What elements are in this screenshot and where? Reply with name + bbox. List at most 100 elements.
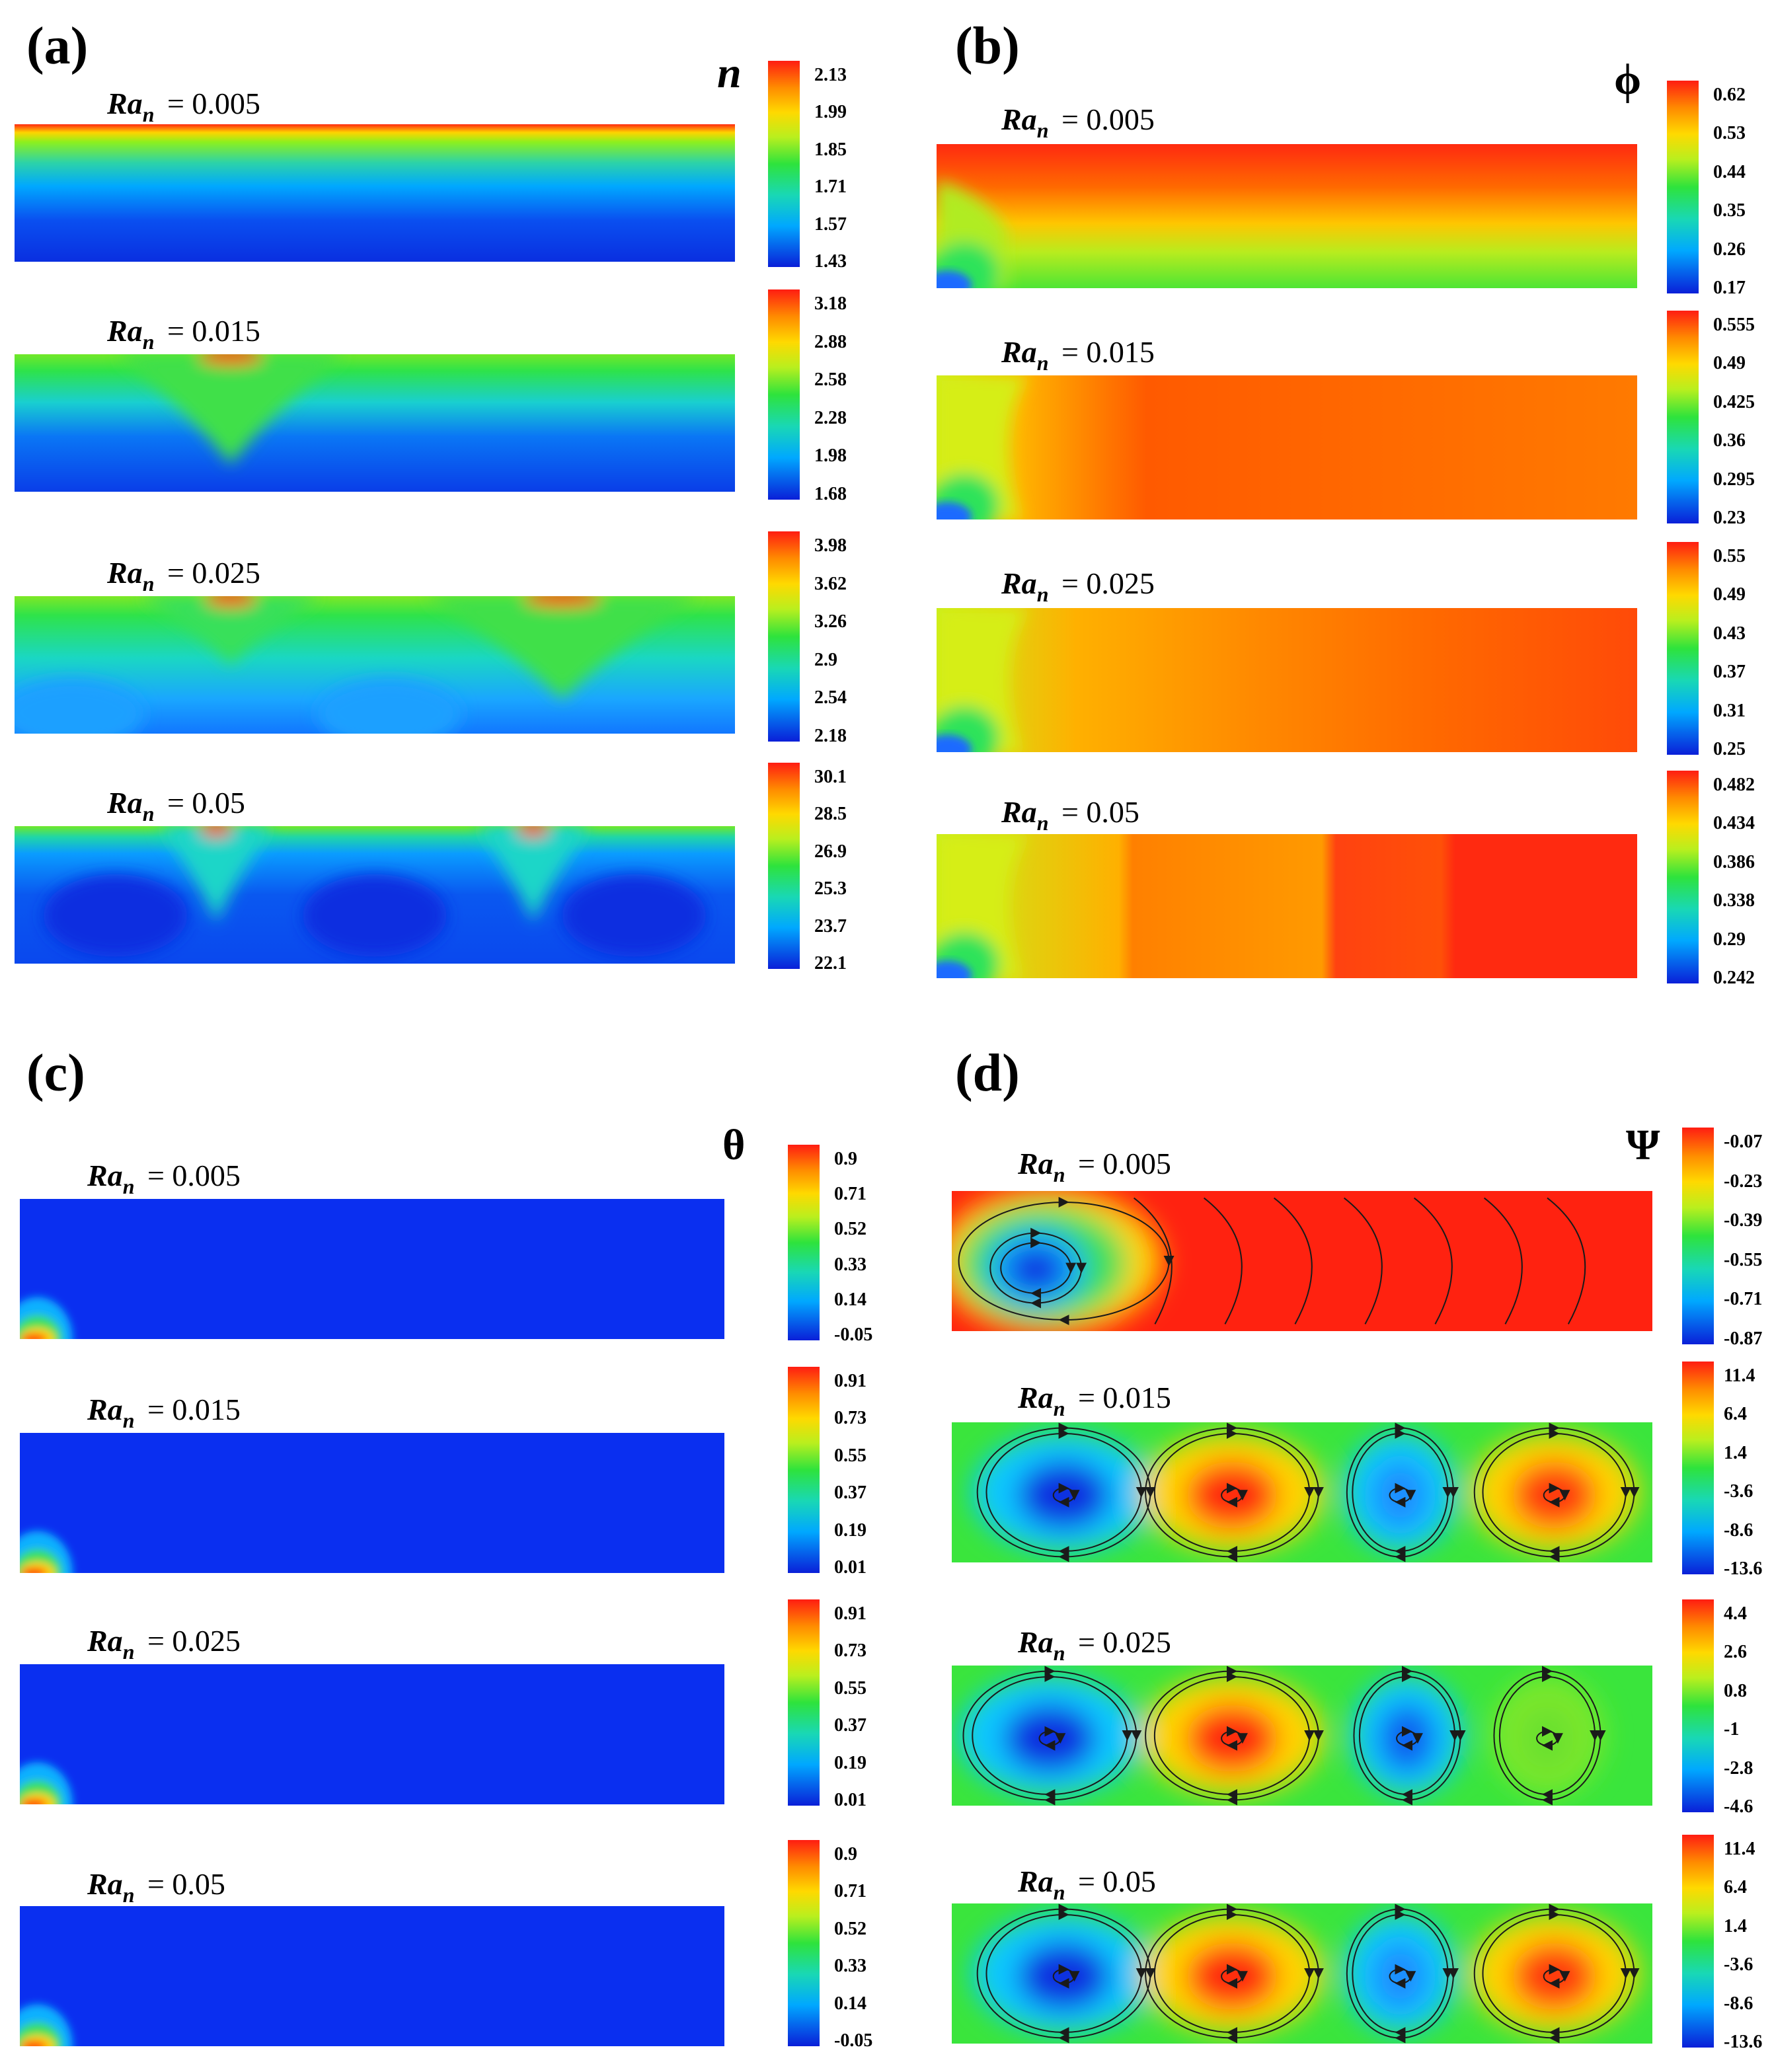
panel-a-symbol: n xyxy=(717,49,742,97)
cell-core xyxy=(1186,1942,1278,2011)
streamline xyxy=(1221,1482,1248,1508)
colorbar-tick-label: 0.01 xyxy=(834,1790,867,1810)
colorbar-tick-label: 0.91 xyxy=(834,1371,867,1391)
contour-field xyxy=(15,596,735,734)
colorbar-tick-label: -3.6 xyxy=(1724,1954,1753,1976)
streamline xyxy=(1038,1726,1066,1751)
plume xyxy=(115,354,346,465)
ra-symbol: Ra xyxy=(107,786,143,820)
ra-value: = 0.05 xyxy=(1070,1864,1156,1898)
cell-core xyxy=(1379,1705,1436,1773)
ra-value: = 0.05 xyxy=(1054,795,1139,829)
colorbar-tick-label: 0.49 xyxy=(1713,353,1746,374)
panel-c-row-1-label: Ran = 0.015 xyxy=(87,1395,241,1432)
heater-hot xyxy=(21,1568,47,1573)
panel-b-row-0-contour-plot xyxy=(937,144,1637,288)
ra-symbol: Ra xyxy=(1018,1147,1054,1180)
panel-d-row-0-contour-plot xyxy=(952,1191,1652,1331)
ra-symbol: Ra xyxy=(87,1159,123,1192)
colorbar-tick-label: 1.71 xyxy=(814,176,847,198)
streamline xyxy=(1547,1197,1586,1324)
panel-a-row-2-label: Ran = 0.025 xyxy=(107,556,260,595)
colorbar-tick-label: -0.23 xyxy=(1724,1170,1763,1192)
corner-cold-group xyxy=(937,960,972,978)
colorbar-tick-label: 2.6 xyxy=(1724,1642,1747,1663)
colorbar-tick-label: 0.386 xyxy=(1713,851,1755,872)
colorbar-tick-label: 0.53 xyxy=(1713,123,1746,144)
panel-a-row-3-colorbar xyxy=(768,763,800,969)
ra-subscript: n xyxy=(122,1174,135,1198)
ra-symbol: Ra xyxy=(107,314,143,348)
panel-c-row-2-label: Ran = 0.025 xyxy=(87,1626,241,1663)
contour-field xyxy=(20,1199,724,1339)
field-background xyxy=(937,608,1637,752)
streamline xyxy=(1473,1422,1640,1562)
colorbar-tick-label: -0.71 xyxy=(1724,1289,1763,1310)
colorbar-tick-label: 0.25 xyxy=(1713,739,1746,759)
ra-subscript: n xyxy=(1053,1163,1065,1186)
ra-value: = 0.05 xyxy=(159,786,245,820)
plume xyxy=(159,826,274,923)
ra-subscript: n xyxy=(1036,582,1049,606)
ra-value: = 0.015 xyxy=(1070,1381,1171,1414)
colorbar-tick-label: 0.01 xyxy=(834,1557,867,1578)
ra-subscript: n xyxy=(1036,811,1049,835)
streamline xyxy=(976,1903,1156,2044)
panel-a-row-0-colorbar xyxy=(768,61,800,267)
ra-symbol: Ra xyxy=(1018,1625,1054,1659)
colorbar-tick-label: 0.55 xyxy=(1713,546,1746,566)
streamline xyxy=(1493,1666,1606,1806)
streamline xyxy=(1389,1964,1416,1989)
colorbar-tick-label: -8.6 xyxy=(1724,1993,1753,2014)
cell-region xyxy=(562,874,707,957)
streamline xyxy=(1221,1964,1248,1989)
colorbar-tick-label: 1.98 xyxy=(814,445,847,467)
plume-hotspot xyxy=(200,826,233,837)
colorbar-tick-label: 0.482 xyxy=(1713,775,1755,795)
ra-subscript: n xyxy=(122,1883,135,1907)
colorbar-tick-label: 22.1 xyxy=(814,953,847,974)
streamline xyxy=(1145,1903,1324,2044)
colorbar-tick-label: 0.8 xyxy=(1724,1680,1747,1701)
panel-b-letter: (b) xyxy=(955,17,1020,75)
plume-hotspot xyxy=(523,596,601,607)
colorbar-tick-label: 0.91 xyxy=(834,1603,867,1624)
ra-value: = 0.005 xyxy=(139,1159,241,1192)
panel-c-letter: (c) xyxy=(26,1044,85,1102)
panel-d-row-1-label: Ran = 0.015 xyxy=(1018,1381,1171,1420)
colorbar-tick-label: 0.49 xyxy=(1713,584,1746,605)
colorbar-tick-label: -0.87 xyxy=(1724,1328,1763,1349)
contour-field xyxy=(937,608,1637,752)
panel-b-row-2-colorbar xyxy=(1667,542,1699,755)
colorbar-tick-label: 0.17 xyxy=(1713,278,1746,298)
ra-value: = 0.025 xyxy=(1054,566,1155,600)
colorbar-tick-label: 28.5 xyxy=(814,804,847,825)
panel-a-row-0-label: Ran = 0.005 xyxy=(107,89,260,126)
panel-d-letter: (d) xyxy=(955,1044,1020,1102)
panel-d-row-1-colorbar xyxy=(1682,1362,1714,1574)
colorbar-tick-label: 0.295 xyxy=(1713,469,1755,490)
colorbar-tick-label: 0.71 xyxy=(834,1184,867,1205)
field-background xyxy=(20,1906,724,2046)
corner-cold-group xyxy=(937,502,972,519)
ra-symbol: Ra xyxy=(107,556,143,590)
streamline xyxy=(1221,1726,1248,1751)
streamline xyxy=(1543,1482,1570,1508)
streamline xyxy=(958,1196,1175,1326)
colorbar-tick-label: -0.55 xyxy=(1724,1249,1763,1270)
cell-region xyxy=(43,874,188,957)
panel-d-row-3-contour-plot xyxy=(952,1903,1652,2044)
streamline xyxy=(1052,1482,1080,1508)
panel-d-row-0-label: Ran = 0.005 xyxy=(1018,1147,1171,1186)
ra-subscript: n xyxy=(1053,1880,1065,1904)
colorbar-tick-label: 0.55 xyxy=(834,1445,867,1466)
plume-group xyxy=(15,596,701,734)
cell-core xyxy=(1186,1705,1278,1773)
panel-b-row-1-contour-plot xyxy=(937,375,1637,519)
colorbar-tick-label: 2.18 xyxy=(814,726,847,746)
colorbar-tick-label: 3.18 xyxy=(814,293,847,314)
colorbar-tick-label: 0.23 xyxy=(1713,508,1746,528)
colorbar-tick-label: 11.4 xyxy=(1724,1365,1755,1386)
cell-core xyxy=(1372,1461,1428,1529)
colorbar-tick-label: 0.29 xyxy=(1713,929,1746,950)
